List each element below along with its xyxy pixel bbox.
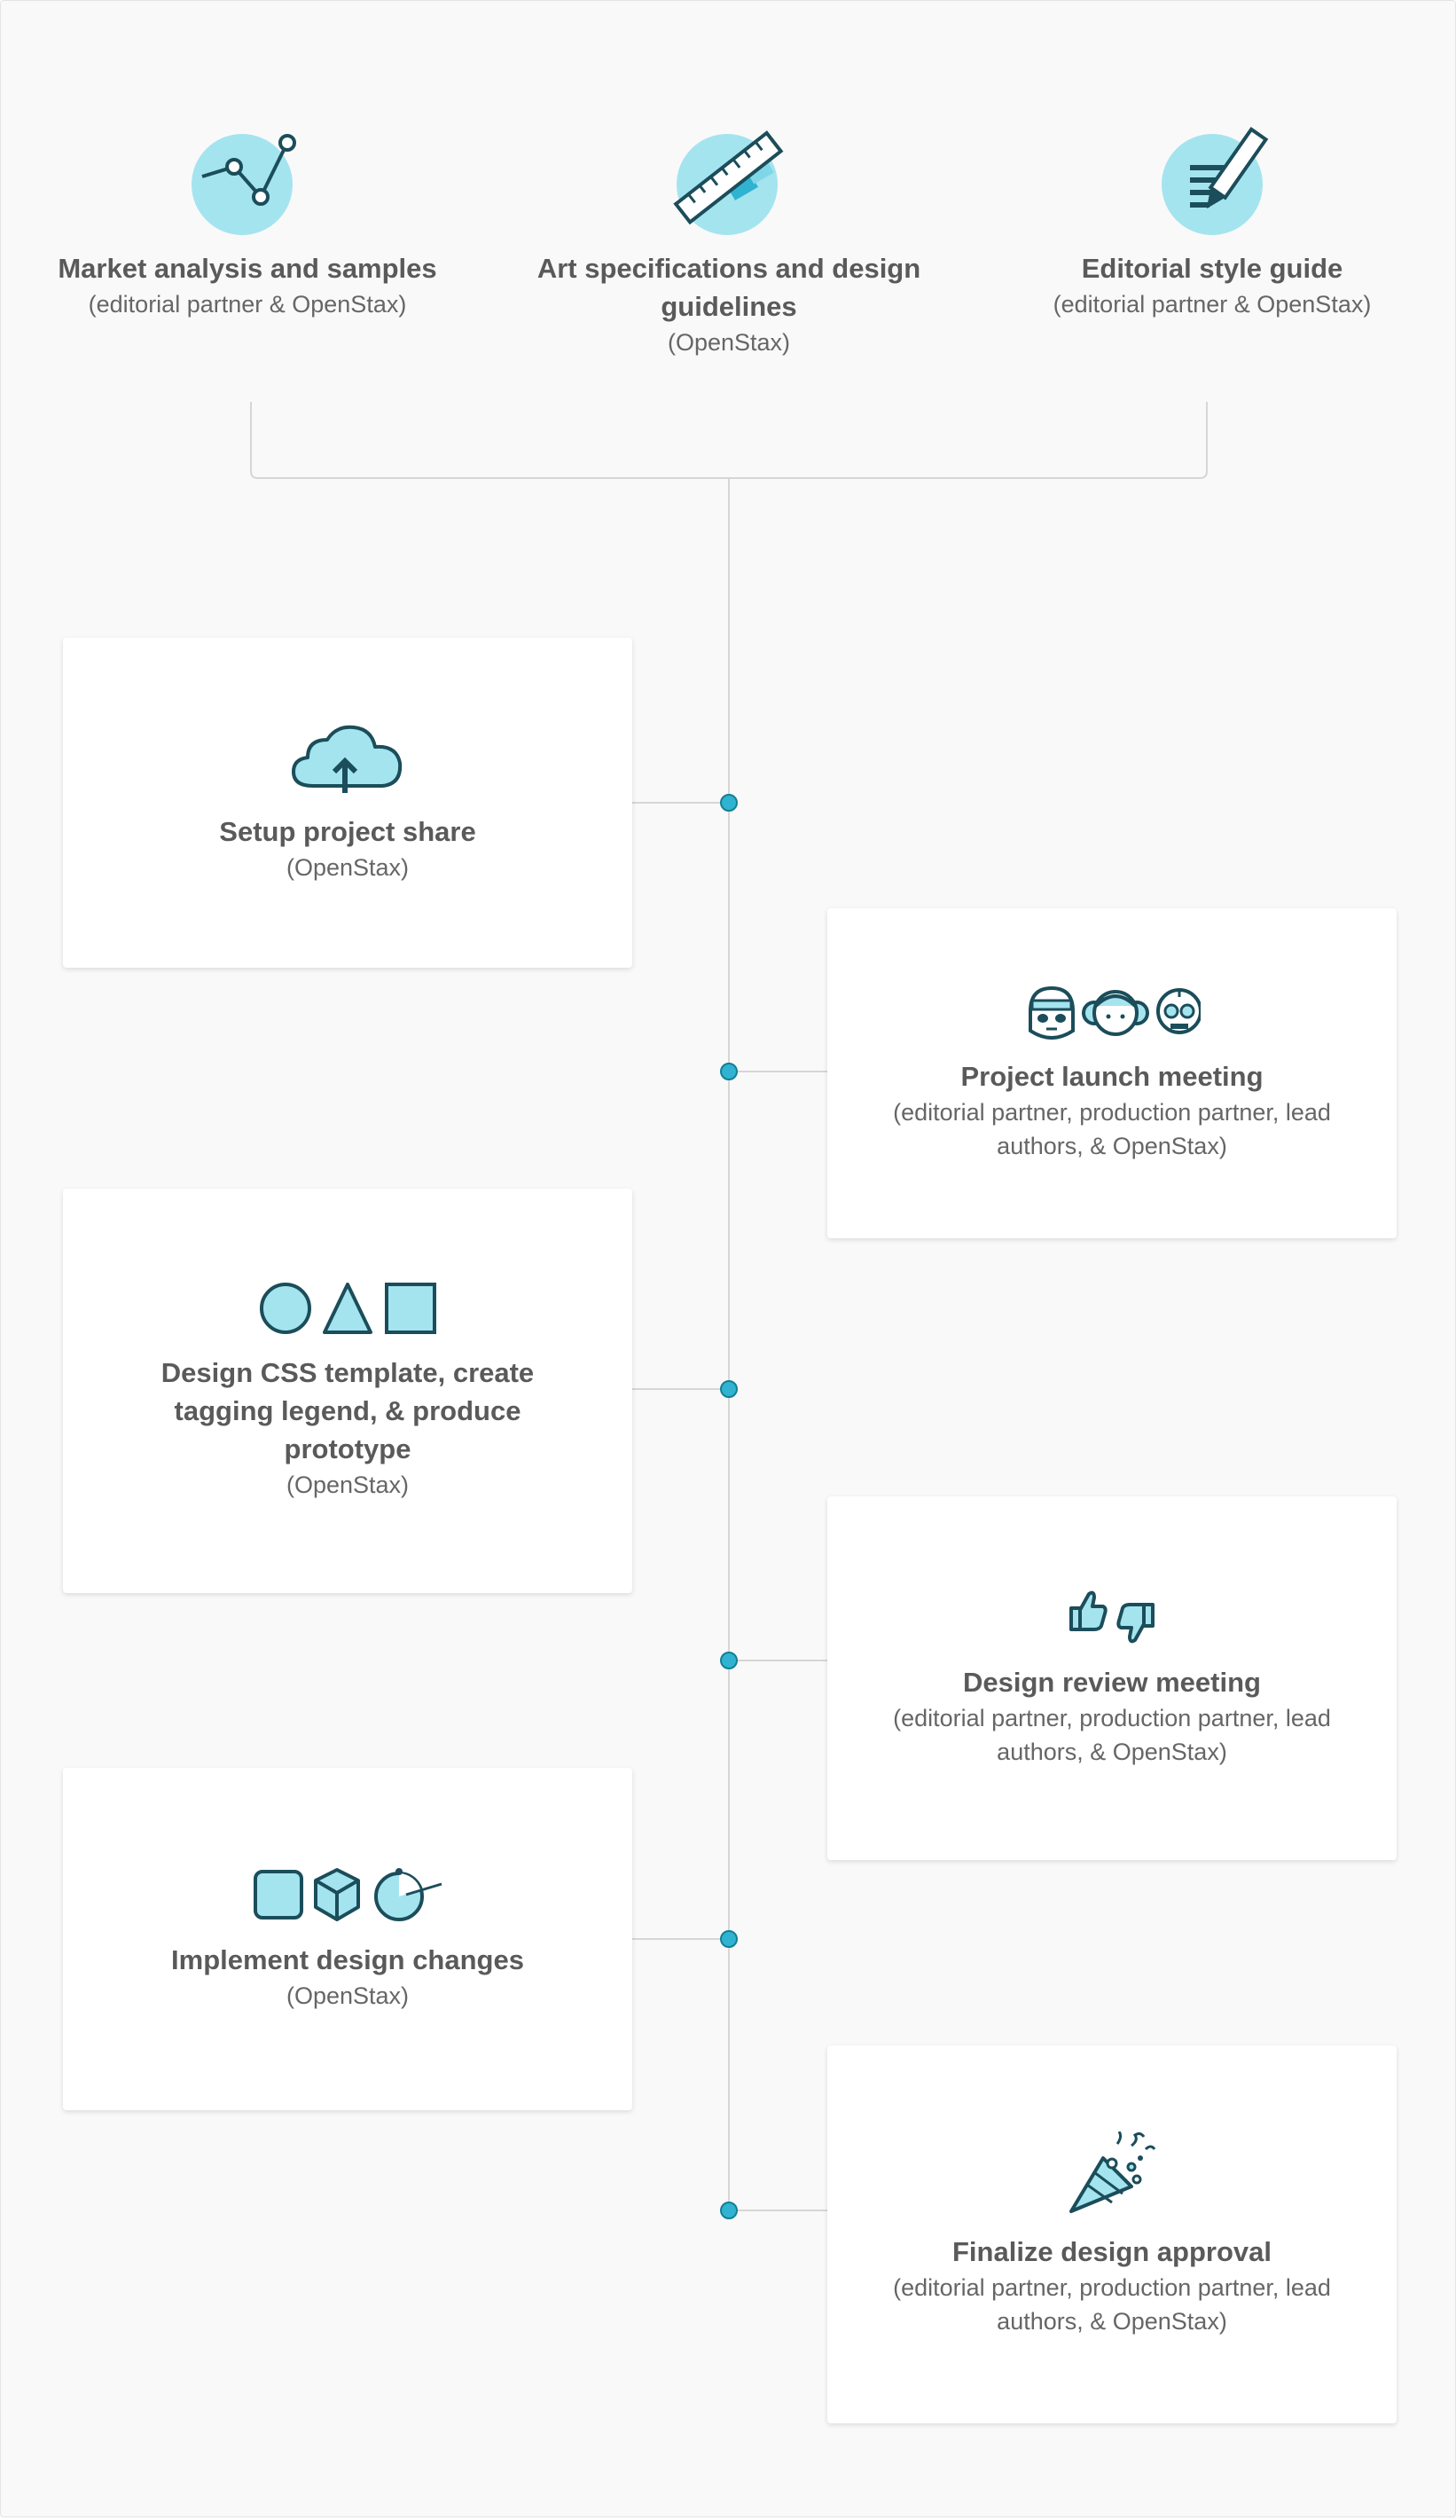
input-title: Art specifications and design guidelines xyxy=(536,253,921,322)
circle-icon xyxy=(260,1282,311,1334)
step-card-implement-design-changes: Implement design changes (OpenStax) xyxy=(63,1768,632,2110)
design-tools-icon xyxy=(254,1867,442,1921)
input-title: Editorial style guide xyxy=(1081,253,1343,284)
thumbs-up-icon xyxy=(1069,1590,1108,1631)
step-owner: (editorial partner, production partner, … xyxy=(893,1098,1331,1159)
step-owner: (OpenStax) xyxy=(286,1982,410,2009)
ruler-pencil-icon xyxy=(673,130,784,235)
cloud-upload-icon xyxy=(292,725,403,793)
input-owner: (OpenStax) xyxy=(667,329,791,356)
timeline-dot xyxy=(720,1380,738,1398)
timeline-dot xyxy=(720,1930,738,1948)
input-owner: (editorial partner & OpenStax) xyxy=(88,291,407,318)
line-chart-icon xyxy=(192,134,296,235)
step-card-design-review-meeting: Design review meeting (editorial partner… xyxy=(827,1496,1397,1860)
shapes-icon xyxy=(260,1282,436,1334)
thumbs-down-icon xyxy=(1116,1602,1155,1643)
step-title: Setup project share xyxy=(219,815,476,847)
input-art-specifications: Art specifications and design guidelines… xyxy=(525,125,933,359)
step-title: Design review meeting xyxy=(963,1666,1261,1698)
step-title: Implement design changes xyxy=(171,1943,524,1975)
rounded-square-icon xyxy=(254,1869,303,1919)
step-card-project-launch-meeting: Project launch meeting (editorial partne… xyxy=(827,908,1397,1238)
thumbs-icon xyxy=(1069,1590,1155,1643)
timeline-dot xyxy=(720,1063,738,1080)
timeline-dot xyxy=(720,2202,738,2219)
step-title: Project launch meeting xyxy=(960,1060,1264,1092)
document-pencil-icon xyxy=(1162,126,1269,235)
droid-icon xyxy=(1156,987,1201,1034)
triangle-icon xyxy=(323,1282,372,1334)
stormtrooper-icon xyxy=(1029,985,1075,1040)
cube-icon xyxy=(314,1867,360,1921)
input-editorial-style-guide: Editorial style guide (editorial partner… xyxy=(1008,125,1416,321)
input-bracket xyxy=(250,402,1208,479)
step-title: Finalize design approval xyxy=(951,2235,1272,2267)
square-icon xyxy=(385,1282,436,1334)
step-owner: (editorial partner, production partner, … xyxy=(893,1704,1331,1765)
people-icon xyxy=(1029,985,1201,1040)
step-owner: (editorial partner, production partner, … xyxy=(893,2273,1331,2335)
input-market-analysis: Market analysis and samples (editorial p… xyxy=(43,125,451,321)
step-card-finalize-design-approval: Finalize design approval (editorial part… xyxy=(827,2045,1397,2423)
input-title: Market analysis and samples xyxy=(58,253,437,284)
pie-cursor-icon xyxy=(374,1867,442,1921)
input-owner: (editorial partner & OpenStax) xyxy=(1053,291,1372,318)
party-popper-icon xyxy=(1069,2131,1156,2213)
step-card-design-css-template: Design CSS template, create tagging lege… xyxy=(63,1189,632,1593)
timeline-dot xyxy=(720,794,738,812)
step-card-setup-project-share: Setup project share (OpenStax) xyxy=(63,638,632,968)
timeline-dot xyxy=(720,1652,738,1669)
step-title: Design CSS template, create tagging lege… xyxy=(160,1356,535,1464)
step-owner: (OpenStax) xyxy=(286,1471,410,1498)
leia-icon xyxy=(1082,989,1149,1036)
step-owner: (OpenStax) xyxy=(286,853,410,881)
